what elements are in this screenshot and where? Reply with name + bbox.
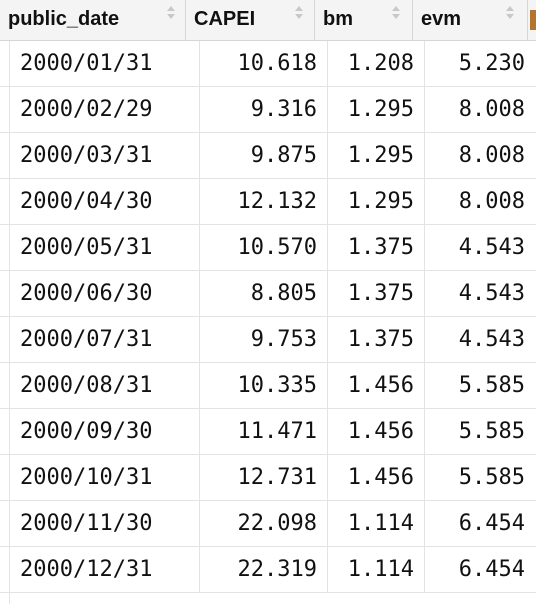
table-header: public_date CAPEI bm evm — [0, 0, 536, 41]
cell-evm: 4.543 — [458, 327, 525, 352]
cell-public-date: 2000/09/30 — [0, 409, 200, 454]
cell-bm: 1.114 — [328, 501, 425, 546]
cell-evm: 6.454 — [458, 511, 525, 536]
cell-evm: 8.008 — [458, 189, 525, 214]
cell-public-date: 2000/10/31 — [0, 455, 200, 500]
cell-public-date: 2000/02/29 — [0, 87, 200, 132]
cell-capei: 9.316 — [200, 87, 328, 132]
table-body: 2000/01/31 10.618 1.208 5.230 2000/02/29… — [0, 41, 536, 593]
cell-bm: 1.114 — [328, 547, 425, 592]
table-row: 2000/03/31 9.875 1.295 8.008 — [0, 133, 536, 179]
cell-capei: 10.570 — [200, 225, 328, 270]
table-row: 2000/11/30 22.098 1.114 6.454 — [0, 501, 536, 547]
cell-evm: 8.008 — [458, 97, 525, 122]
cell-public-date: 2000/11/30 — [0, 501, 200, 546]
table-row: 2000/12/31 22.319 1.114 6.454 — [0, 547, 536, 593]
cell-evm: 4.543 — [458, 281, 525, 306]
cell-public-date: 2000/05/31 — [0, 225, 200, 270]
cell-public-date: 2000/12/31 — [0, 547, 200, 592]
cell-capei: 10.335 — [200, 363, 328, 408]
cell-capei: 22.098 — [200, 501, 328, 546]
cell-public-date: 2000/08/31 — [0, 363, 200, 408]
sort-arrows-icon[interactable] — [166, 6, 176, 22]
cell-public-date: 2000/03/31 — [0, 133, 200, 178]
cell-capei: 12.132 — [200, 179, 328, 224]
cell-public-date: 2000/07/31 — [0, 317, 200, 362]
table-row: 2000/09/30 11.471 1.456 5.585 — [0, 409, 536, 455]
cell-capei: 10.618 — [200, 41, 328, 86]
column-header-label: bm — [323, 8, 353, 30]
column-header-bm[interactable]: bm — [315, 0, 413, 40]
table-row: 2000/04/30 12.132 1.295 8.008 — [0, 179, 536, 225]
table-row: 2000/07/31 9.753 1.375 4.543 — [0, 317, 536, 363]
cell-bm: 1.208 — [328, 41, 425, 86]
table-row: 2000/01/31 10.618 1.208 5.230 — [0, 41, 536, 87]
cell-bm: 1.295 — [328, 179, 425, 224]
table-row: 2000/06/30 8.805 1.375 4.543 — [0, 271, 536, 317]
cell-evm: 8.008 — [458, 143, 525, 168]
cell-capei: 12.731 — [200, 455, 328, 500]
sort-arrows-icon[interactable] — [294, 6, 304, 22]
sort-arrows-icon[interactable] — [391, 6, 401, 22]
cell-evm: 5.230 — [458, 51, 525, 76]
row-gutter-divider — [9, 41, 10, 604]
sort-arrows-icon[interactable] — [505, 6, 515, 22]
cell-public-date: 2000/01/31 — [0, 41, 200, 86]
cell-bm: 1.456 — [328, 363, 425, 408]
cell-capei: 9.875 — [200, 133, 328, 178]
column-header-label: evm — [421, 8, 462, 30]
column-header-capei[interactable]: CAPEI — [186, 0, 315, 40]
column-header-label: CAPEI — [194, 8, 256, 30]
cell-capei: 22.319 — [200, 547, 328, 592]
cell-bm: 1.295 — [328, 133, 425, 178]
table-row: 2000/08/31 10.335 1.456 5.585 — [0, 363, 536, 409]
cell-capei: 9.753 — [200, 317, 328, 362]
cell-bm: 1.456 — [328, 409, 425, 454]
column-header-evm[interactable]: evm — [413, 0, 528, 40]
cell-bm: 1.456 — [328, 455, 425, 500]
table-row: 2000/02/29 9.316 1.295 8.008 — [0, 87, 536, 133]
cell-evm: 5.585 — [458, 373, 525, 398]
table-row: 2000/10/31 12.731 1.456 5.585 — [0, 455, 536, 501]
cell-bm: 1.375 — [328, 317, 425, 362]
cell-evm: 5.585 — [458, 465, 525, 490]
cell-evm: 4.543 — [458, 235, 525, 260]
cell-bm: 1.375 — [328, 225, 425, 270]
cell-bm: 1.295 — [328, 87, 425, 132]
cell-evm: 6.454 — [458, 557, 525, 582]
cell-capei: 11.471 — [200, 409, 328, 454]
next-column-header-edge — [530, 10, 536, 30]
cell-public-date: 2000/04/30 — [0, 179, 200, 224]
column-header-label: public_date — [8, 8, 120, 30]
cell-bm: 1.375 — [328, 271, 425, 316]
cell-capei: 8.805 — [200, 271, 328, 316]
column-header-public-date[interactable]: public_date — [0, 0, 186, 40]
cell-evm: 5.585 — [458, 419, 525, 444]
cell-public-date: 2000/06/30 — [0, 271, 200, 316]
table-row: 2000/05/31 10.570 1.375 4.543 — [0, 225, 536, 271]
